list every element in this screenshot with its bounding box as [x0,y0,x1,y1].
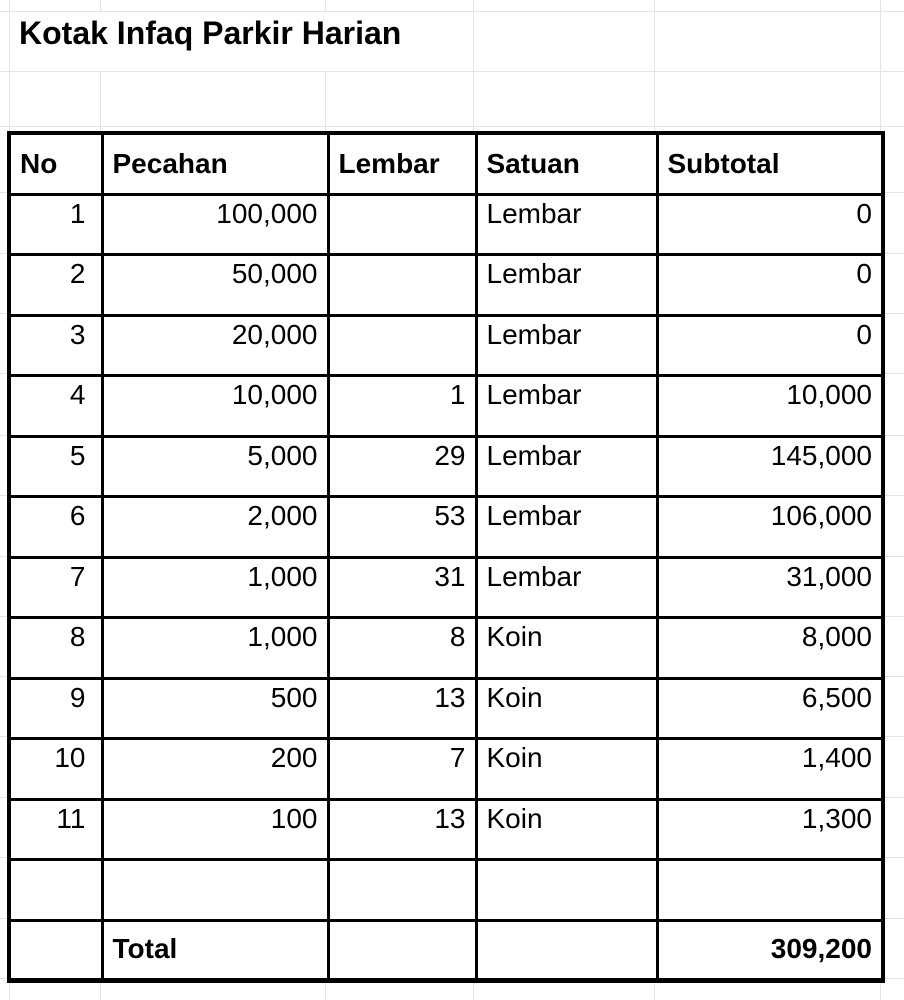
cell-satuan[interactable]: Koin [474,797,659,861]
cell-no[interactable]: 10 [7,737,104,801]
cell-no[interactable]: 6 [7,495,104,559]
table-row: 4 10,000 1 Lembar 10,000 [7,374,885,438]
cell-satuan[interactable]: Lembar [474,495,659,559]
gridline-horizontal [0,71,904,72]
cell-empty[interactable] [100,858,330,922]
cell-lembar[interactable]: 13 [326,797,478,861]
total-value[interactable]: 309,200 [655,918,885,982]
cell-pecahan[interactable]: 200 [100,737,330,801]
table-row: 8 1,000 8 Koin 8,000 [7,616,885,680]
header-subtotal[interactable]: Subtotal [655,131,885,196]
sheet-title: Kotak Infaq Parkir Harian [19,15,402,51]
cell-pecahan[interactable]: 2,000 [100,495,330,559]
cell-no[interactable]: 5 [7,434,104,498]
header-satuan[interactable]: Satuan [474,131,659,196]
cell-subtotal[interactable]: 106,000 [655,495,885,559]
cell-pecahan[interactable]: 50,000 [100,253,330,317]
cell-pecahan[interactable]: 5,000 [100,434,330,498]
cell-lembar[interactable]: 1 [326,374,478,438]
total-label[interactable]: Total [100,918,330,982]
cell-lembar[interactable]: 31 [326,555,478,619]
cell-no[interactable]: 9 [7,676,104,740]
cell-no[interactable]: 11 [7,797,104,861]
table-row: 6 2,000 53 Lembar 106,000 [7,495,885,559]
cell-subtotal[interactable]: 145,000 [655,434,885,498]
cell-satuan[interactable]: Koin [474,737,659,801]
gridline-horizontal [0,126,904,127]
cell-pecahan[interactable]: 100 [100,797,330,861]
empty-row [7,858,885,922]
table-row: 7 1,000 31 Lembar 31,000 [7,555,885,619]
infaq-table: No Pecahan Lembar Satuan Subtotal 1 100,… [7,131,885,983]
cell-lembar[interactable] [326,313,478,377]
cell-empty[interactable] [474,918,659,982]
cell-lembar[interactable] [326,253,478,317]
cell-empty[interactable] [326,858,478,922]
cell-pecahan[interactable]: 100,000 [100,192,330,256]
gridline-vertical [325,0,326,11]
cell-satuan[interactable]: Koin [474,676,659,740]
cell-lembar[interactable] [326,192,478,256]
cell-subtotal[interactable]: 31,000 [655,555,885,619]
cell-subtotal[interactable]: 0 [655,192,885,256]
cell-satuan[interactable]: Lembar [474,192,659,256]
cell-no[interactable]: 8 [7,616,104,680]
cell-satuan[interactable]: Lembar [474,253,659,317]
cell-subtotal[interactable]: 1,400 [655,737,885,801]
header-pecahan[interactable]: Pecahan [100,131,330,196]
cell-pecahan[interactable]: 1,000 [100,555,330,619]
cell-satuan[interactable]: Lembar [474,555,659,619]
total-row: Total 309,200 [7,918,885,982]
cell-satuan[interactable]: Lembar [474,374,659,438]
table-row: 2 50,000 Lembar 0 [7,253,885,317]
cell-pecahan[interactable]: 20,000 [100,313,330,377]
cell-subtotal[interactable]: 10,000 [655,374,885,438]
cell-empty[interactable] [474,858,659,922]
cell-no[interactable]: 7 [7,555,104,619]
cell-no[interactable]: 4 [7,374,104,438]
header-lembar[interactable]: Lembar [326,131,478,196]
cell-subtotal[interactable]: 0 [655,313,885,377]
cell-no[interactable]: 1 [7,192,104,256]
cell-subtotal[interactable]: 8,000 [655,616,885,680]
cell-lembar[interactable]: 13 [326,676,478,740]
cell-pecahan[interactable]: 500 [100,676,330,740]
cell-no[interactable]: 2 [7,253,104,317]
table-row: 11 100 13 Koin 1,300 [7,797,885,861]
table-row: 9 500 13 Koin 6,500 [7,676,885,740]
header-row: No Pecahan Lembar Satuan Subtotal [7,131,885,196]
cell-subtotal[interactable]: 6,500 [655,676,885,740]
cell-lembar[interactable]: 7 [326,737,478,801]
cell-lembar[interactable]: 8 [326,616,478,680]
cell-pecahan[interactable]: 10,000 [100,374,330,438]
cell-pecahan[interactable]: 1,000 [100,616,330,680]
cell-subtotal[interactable]: 1,300 [655,797,885,861]
cell-satuan[interactable]: Lembar [474,313,659,377]
cell-empty[interactable] [7,918,104,982]
cell-satuan[interactable]: Lembar [474,434,659,498]
cell-no[interactable]: 3 [7,313,104,377]
gridline-vertical [100,0,101,11]
table-row: 10 200 7 Koin 1,400 [7,737,885,801]
table-row: 1 100,000 Lembar 0 [7,192,885,256]
sheet-title-cell[interactable]: Kotak Infaq Parkir Harian [9,12,401,73]
cell-lembar[interactable]: 53 [326,495,478,559]
table-row: 5 5,000 29 Lembar 145,000 [7,434,885,498]
cell-empty[interactable] [7,858,104,922]
cell-empty[interactable] [655,858,885,922]
cell-empty[interactable] [326,918,478,982]
gridline-horizontal [0,11,904,12]
cell-satuan[interactable]: Koin [474,616,659,680]
cell-lembar[interactable]: 29 [326,434,478,498]
header-no[interactable]: No [7,131,104,196]
cell-subtotal[interactable]: 0 [655,253,885,317]
table-row: 3 20,000 Lembar 0 [7,313,885,377]
